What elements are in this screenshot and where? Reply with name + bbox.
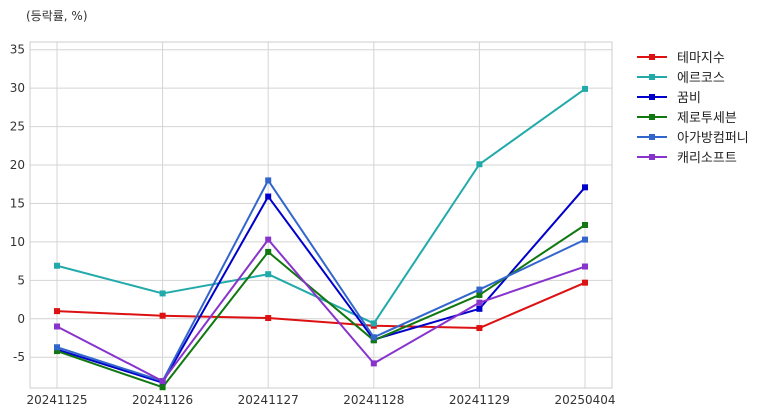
data-point <box>159 378 166 385</box>
data-point <box>159 290 166 297</box>
y-tick-label: 30 <box>10 81 25 95</box>
data-point <box>370 320 377 327</box>
data-point <box>582 236 588 243</box>
series-4 <box>54 221 588 391</box>
data-point <box>54 262 60 269</box>
legend-item: 에르코스 <box>637 71 725 86</box>
legend-swatch-marker <box>649 114 655 120</box>
y-tick-label: 5 <box>17 273 25 287</box>
data-point <box>476 325 483 332</box>
y-tick-label: 15 <box>10 196 25 210</box>
y-tick-label: 35 <box>10 43 25 57</box>
legend-label: 에르코스 <box>677 71 725 86</box>
data-point <box>265 193 272 200</box>
plot-frame <box>29 41 613 389</box>
data-point <box>265 248 272 255</box>
data-point <box>265 315 272 322</box>
grid-lines <box>30 42 612 388</box>
legend-swatch-marker <box>649 74 655 80</box>
series-2 <box>54 85 588 327</box>
legend-item: 아가방컴퍼니 <box>637 131 749 146</box>
x-tick-label: 20241127 <box>238 393 299 407</box>
data-point <box>370 334 377 341</box>
series-line <box>56 224 586 389</box>
data-point <box>476 299 483 306</box>
legend-swatch-marker <box>649 94 655 100</box>
data-point <box>582 85 588 92</box>
data-point <box>54 344 60 351</box>
data-point <box>54 308 60 315</box>
legend-swatch-marker <box>649 54 655 60</box>
x-tick-label: 20241125 <box>26 393 87 407</box>
data-point <box>265 236 272 243</box>
data-point <box>582 263 588 270</box>
legend-label: 테마지수 <box>677 51 725 66</box>
legend-label: 아가방컴퍼니 <box>677 131 749 146</box>
legend-item: 캐리소프트 <box>637 151 737 166</box>
series-line <box>56 281 586 330</box>
y-tick-label: 20 <box>10 158 25 172</box>
data-point <box>476 291 483 298</box>
series-line <box>56 179 586 383</box>
y-tick-label: -5 <box>13 350 25 364</box>
series-line <box>56 186 586 384</box>
data-point <box>265 271 272 278</box>
data-point <box>476 286 483 293</box>
series-line <box>56 238 586 383</box>
series-1 <box>54 279 588 332</box>
series-lines <box>54 85 588 391</box>
y-tick-label: 10 <box>10 235 25 249</box>
legend-label: 제로투세븐 <box>677 111 737 126</box>
data-point <box>582 221 588 228</box>
legend-item: 제로투세븐 <box>637 111 737 126</box>
y-tick-label: 25 <box>10 120 25 134</box>
data-point <box>54 323 60 330</box>
y-tick-label: 0 <box>17 312 25 326</box>
x-tick-label: 20250404 <box>554 393 615 407</box>
data-point <box>476 305 483 312</box>
legend-label: 캐리소프트 <box>677 151 737 166</box>
x-tick-label: 20241129 <box>449 393 510 407</box>
data-point <box>582 279 588 286</box>
data-point <box>370 360 377 367</box>
data-point <box>476 161 483 168</box>
series-line <box>56 88 586 325</box>
legend-item: 꿈비 <box>637 91 701 106</box>
x-tick-label: 20241128 <box>343 393 404 407</box>
x-tick-label: 20241126 <box>132 393 193 407</box>
unit-label: (등락률, %) <box>26 9 88 23</box>
legend-swatch-marker <box>649 134 655 140</box>
data-point <box>265 177 272 184</box>
axes: -5 0 5 10 15 20 25 30 35 20241125 20241126 20241127… <box>10 43 616 407</box>
data-point <box>54 348 60 355</box>
legend-swatch-marker <box>649 154 655 160</box>
data-point <box>159 312 166 319</box>
data-point <box>159 384 166 391</box>
legend-item: 테마지수 <box>637 51 725 66</box>
data-point <box>582 184 588 191</box>
data-point <box>370 337 377 344</box>
series-6 <box>54 236 588 385</box>
legend-label: 꿈비 <box>677 91 701 106</box>
